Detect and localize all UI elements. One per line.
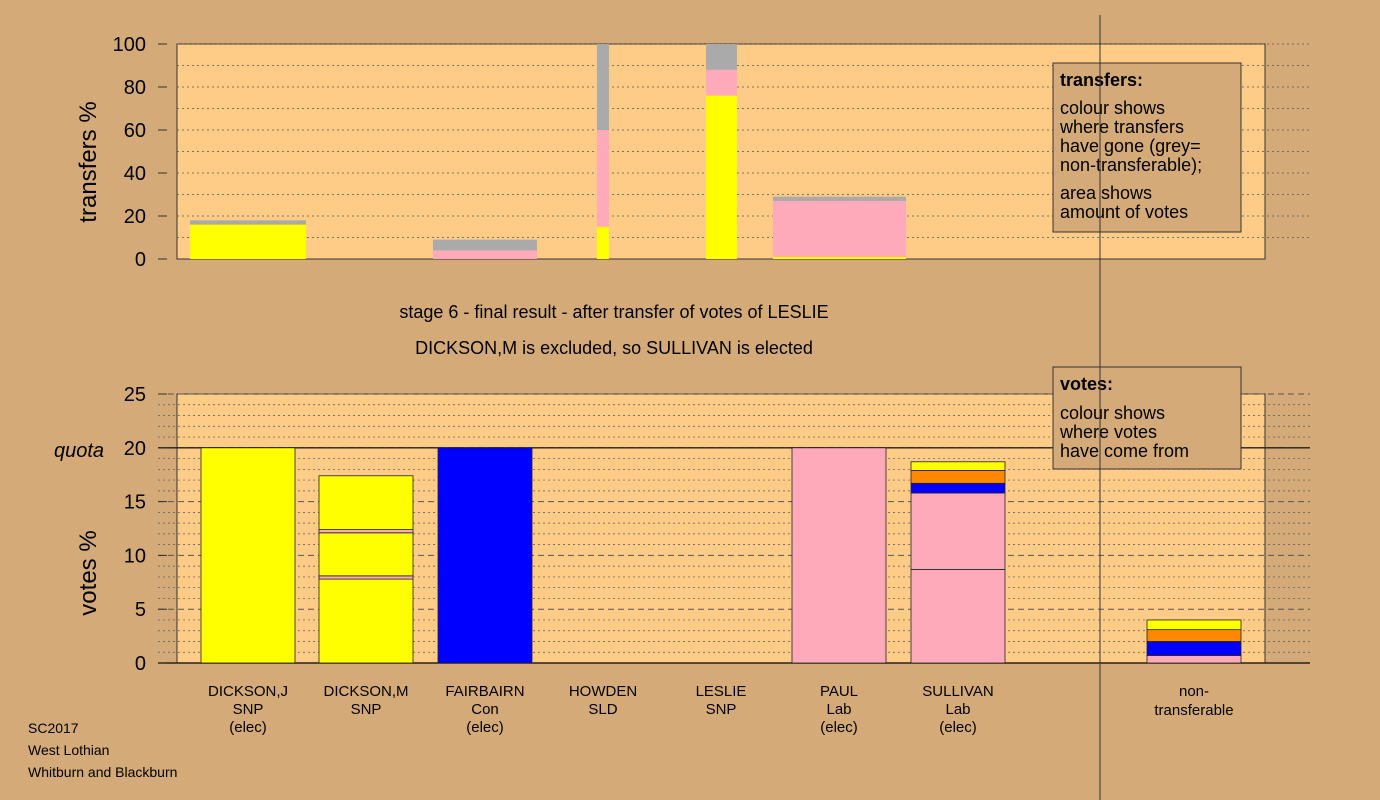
y-tick-label: 40 [124,163,146,185]
y-tick-label: 0 [135,249,146,271]
transfer-bar-segment [706,44,737,70]
y-tick-label: 5 [135,599,146,621]
candidate-labels: DICKSON,JSNP(elec)DICKSON,MSNPFAIRBAIRNC… [208,683,1234,736]
footer-council: West Lothian [28,742,109,758]
transfer-bar-segment [433,250,537,259]
vote-bar-segment [200,447,296,664]
transfer-bar-segment [706,95,737,259]
transfers-legend: transfers: colour shows where transfers … [1052,62,1242,233]
stage-title: stage 6 - final result - after transfer … [399,302,828,322]
vote-bar-segment [910,469,1006,484]
votes-legend-line: colour shows [1060,403,1165,423]
votes-legend-line: where votes [1059,422,1157,442]
y-tick-label: 15 [124,492,146,514]
transfer-bar-segment [773,256,906,259]
quota-label: quota [54,440,104,462]
candidate-label: DICKSON,M [323,683,408,700]
votes-y-axis-label: votes % [75,530,102,615]
y-tick-label: 100 [113,34,146,56]
vote-bar-segment [910,482,1006,494]
y-tick-label: 60 [124,120,146,142]
nontransferable-bar-segment [1146,629,1242,642]
transfer-bar-segment [597,44,609,130]
transfer-bar-segment [190,220,306,225]
candidate-label: SULLIVAN [922,683,993,700]
candidate-label: FAIRBAIRN [445,683,524,700]
transfers-gridlines [177,43,1310,238]
transfer-bar-segment [773,196,906,201]
transfers-legend-line: colour shows [1060,98,1165,118]
y-tick-label: 80 [124,77,146,99]
transfers-legend-line: have gone (grey= [1060,136,1201,156]
nontransferable-bar-segment [1146,641,1242,656]
candidate-label: SNP [351,701,382,718]
votes-y-ticks: 0 5 10 15 20 25 [124,384,167,675]
vote-bar-segment [318,578,414,664]
transfer-bar-segment [773,200,906,257]
vote-bar-segment [910,492,1006,570]
candidate-label: HOWDEN [569,683,637,700]
candidate-label: SLD [588,701,617,718]
nontransferable-bar-segment [1146,619,1242,631]
votes-bars [200,447,1242,664]
transfer-bar-segment [597,130,609,227]
transfer-bar-segment [597,226,609,259]
transfer-bar-segment [433,239,537,251]
nontransferable-label: non- [1179,683,1209,700]
nontransferable-label: transferable [1154,702,1233,719]
candidate-label: (elec) [229,719,267,736]
y-tick-label: 20 [124,206,146,228]
y-tick-label: 20 [124,438,146,460]
candidate-label: PAUL [820,683,858,700]
transfers-legend-line: non-transferable); [1060,155,1202,175]
vote-bar-segment [318,532,414,577]
vote-bar-segment [910,461,1006,471]
transfer-bar-segment [706,69,737,96]
vote-bar-segment [318,529,414,534]
transfers-legend-line: area shows [1060,183,1152,203]
vote-bar-segment [910,568,1006,664]
vote-bar-segment [318,475,414,530]
transfers-legend-line: where transfers [1059,117,1184,137]
candidate-label: SNP [233,701,264,718]
candidate-label: (elec) [466,719,504,736]
nontransferable-bar-segment [1146,655,1242,664]
votes-legend-title: votes: [1060,374,1113,394]
footer-election: SC2017 [28,720,79,736]
votes-legend: votes: colour shows where votes have com… [1052,366,1242,470]
candidate-label: DICKSON,J [208,683,288,700]
candidate-label: Con [471,701,499,718]
candidate-label: LESLIE [696,683,747,700]
candidate-label: (elec) [939,719,977,736]
candidate-label: Lab [945,701,970,718]
candidate-label: SNP [706,701,737,718]
transfers-y-ticks: 0 20 40 60 80 100 [113,34,167,271]
stage-subtitle: DICKSON,M is excluded, so SULLIVAN is el… [415,338,813,358]
y-tick-label: 0 [135,653,146,675]
candidate-label: (elec) [820,719,858,736]
transfers-legend-title: transfers: [1060,70,1143,90]
transfers-y-axis-label: transfers % [75,101,102,222]
transfer-bar-segment [190,224,306,259]
vote-bar-segment [318,575,414,580]
candidate-label: Lab [826,701,851,718]
transfers-legend-line: amount of votes [1060,202,1188,222]
vote-bar-segment [791,447,887,664]
vote-bar-segment [437,447,533,664]
y-tick-label: 10 [124,545,146,567]
votes-legend-line: have come from [1060,441,1189,461]
footer-ward: Whitburn and Blackburn [28,764,177,780]
transfers-bars [190,44,906,259]
y-tick-label: 25 [124,384,146,406]
